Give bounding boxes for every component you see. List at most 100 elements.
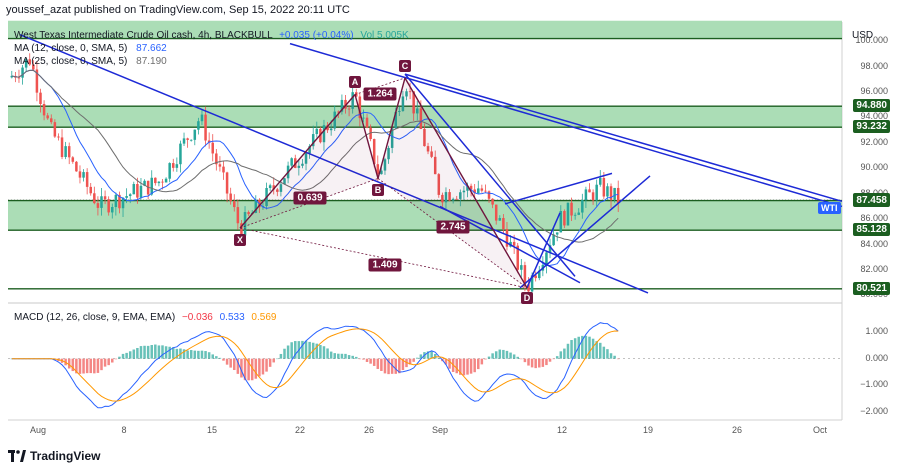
macd-hist-bar bbox=[433, 353, 437, 359]
price-label-4: 85.128 bbox=[853, 223, 890, 237]
candle bbox=[107, 196, 110, 216]
time-tick-8: 26 bbox=[731, 425, 743, 435]
macd-hist-bar bbox=[448, 358, 451, 369]
macd-hist-bar bbox=[233, 358, 236, 371]
time-tick-4: 26 bbox=[363, 425, 375, 435]
macd-hist-bar bbox=[444, 358, 448, 365]
macd-hist-bar bbox=[462, 358, 466, 376]
candle bbox=[39, 88, 42, 113]
harmonic-leg-cd bbox=[404, 77, 528, 289]
macd-signal-value: 0.569 bbox=[251, 312, 277, 323]
candle bbox=[297, 159, 301, 176]
macd-hist-bar bbox=[555, 356, 559, 359]
macd-hist-bar bbox=[487, 356, 491, 359]
macd-hist-bar bbox=[294, 341, 297, 359]
price-tick-4: 92.000 bbox=[860, 136, 888, 147]
candle bbox=[484, 184, 487, 194]
candle bbox=[128, 193, 132, 204]
macd-hist-bar bbox=[616, 358, 620, 360]
macd-hist-bar bbox=[494, 351, 498, 359]
time-tick-1: 8 bbox=[121, 425, 127, 435]
macd-legend: MACD (12, 26, close, 9, EMA, EMA) −0.036… bbox=[14, 312, 280, 323]
macd-hist-bar bbox=[258, 358, 261, 377]
candle bbox=[179, 140, 182, 173]
macd-hist-bar bbox=[390, 358, 394, 374]
candle bbox=[581, 193, 584, 219]
macd-hist-bar bbox=[168, 346, 171, 359]
candle bbox=[559, 205, 563, 233]
candle bbox=[455, 195, 458, 200]
macd-hist-bar bbox=[175, 348, 179, 359]
harmonic-leg-bc bbox=[377, 77, 406, 179]
candle bbox=[229, 187, 232, 205]
candle bbox=[362, 109, 365, 123]
candle bbox=[563, 209, 566, 229]
candle bbox=[218, 156, 222, 172]
macd-hist-bar bbox=[172, 347, 175, 359]
macd-hist-bar bbox=[477, 358, 480, 370]
macd-hist-bar bbox=[215, 356, 218, 359]
macd-hist-bar bbox=[552, 358, 555, 360]
price-tick-9: 82.000 bbox=[860, 264, 888, 275]
harmonic-xab-fill bbox=[240, 94, 378, 229]
harmonic-point-x: X bbox=[234, 234, 246, 247]
macd-hist-bar bbox=[498, 349, 502, 359]
macd-hist-bar bbox=[128, 351, 132, 359]
candle bbox=[548, 238, 552, 259]
macd-hist-bar bbox=[243, 358, 247, 381]
candle bbox=[520, 258, 523, 278]
candle bbox=[60, 129, 64, 160]
candle bbox=[595, 179, 598, 208]
macd-hist-bar bbox=[197, 350, 200, 359]
candle bbox=[89, 182, 92, 196]
macd-hist-bar bbox=[308, 341, 311, 359]
publisher-line: youssef_azat published on TradingView.co… bbox=[6, 4, 350, 16]
macd-hist-bar bbox=[416, 357, 419, 359]
macd-hist-bar bbox=[358, 358, 362, 360]
macd-hist-bar bbox=[254, 358, 258, 379]
candle bbox=[236, 199, 240, 230]
candle bbox=[168, 162, 171, 183]
macd-hist-bar bbox=[85, 358, 89, 374]
candle bbox=[211, 134, 214, 162]
candle bbox=[545, 250, 548, 274]
macd-hist-bar bbox=[570, 340, 573, 359]
macd-hist-bar bbox=[247, 358, 250, 381]
macd-hist-bar bbox=[480, 358, 484, 365]
macd-hist-bar bbox=[82, 358, 85, 374]
macd-hist-bar bbox=[279, 353, 283, 359]
candle bbox=[78, 165, 82, 184]
candle bbox=[189, 139, 193, 142]
macd-hist-bar bbox=[606, 349, 609, 359]
candle bbox=[444, 187, 448, 211]
candle bbox=[50, 114, 53, 125]
macd-hist-bar bbox=[286, 345, 290, 359]
candle bbox=[365, 113, 369, 129]
macd-hist-bar bbox=[333, 353, 336, 359]
macd-hist-bar bbox=[75, 358, 78, 374]
candle bbox=[599, 170, 602, 187]
price-tick-2: 96.000 bbox=[860, 85, 888, 96]
time-tick-2: 15 bbox=[206, 425, 218, 435]
macd-hist-bar bbox=[401, 358, 405, 371]
macd-hist-bar bbox=[459, 358, 462, 375]
candle bbox=[459, 189, 462, 207]
harmonic-ratio-line-xd bbox=[239, 227, 528, 289]
footer-brand[interactable]: TradingView bbox=[8, 449, 100, 463]
macd-hist-bar bbox=[369, 358, 372, 364]
trendline-2 bbox=[289, 42, 843, 208]
candle bbox=[193, 129, 197, 146]
macd-hist-bar bbox=[573, 338, 577, 359]
macd-hist-bar bbox=[200, 350, 204, 359]
candle bbox=[437, 173, 441, 198]
candle bbox=[552, 227, 555, 247]
time-tick-6: 12 bbox=[556, 425, 568, 435]
macd-hist-bar bbox=[387, 358, 390, 375]
macd-hist-bar bbox=[225, 358, 229, 365]
macd-label: MACD (12, 26, close, 9, EMA, EMA) bbox=[14, 312, 176, 323]
trendline-5 bbox=[519, 175, 651, 289]
harmonic-ratio-0: 1.264 bbox=[363, 87, 397, 101]
macd-hist-bar bbox=[473, 358, 476, 373]
candle bbox=[326, 122, 329, 134]
